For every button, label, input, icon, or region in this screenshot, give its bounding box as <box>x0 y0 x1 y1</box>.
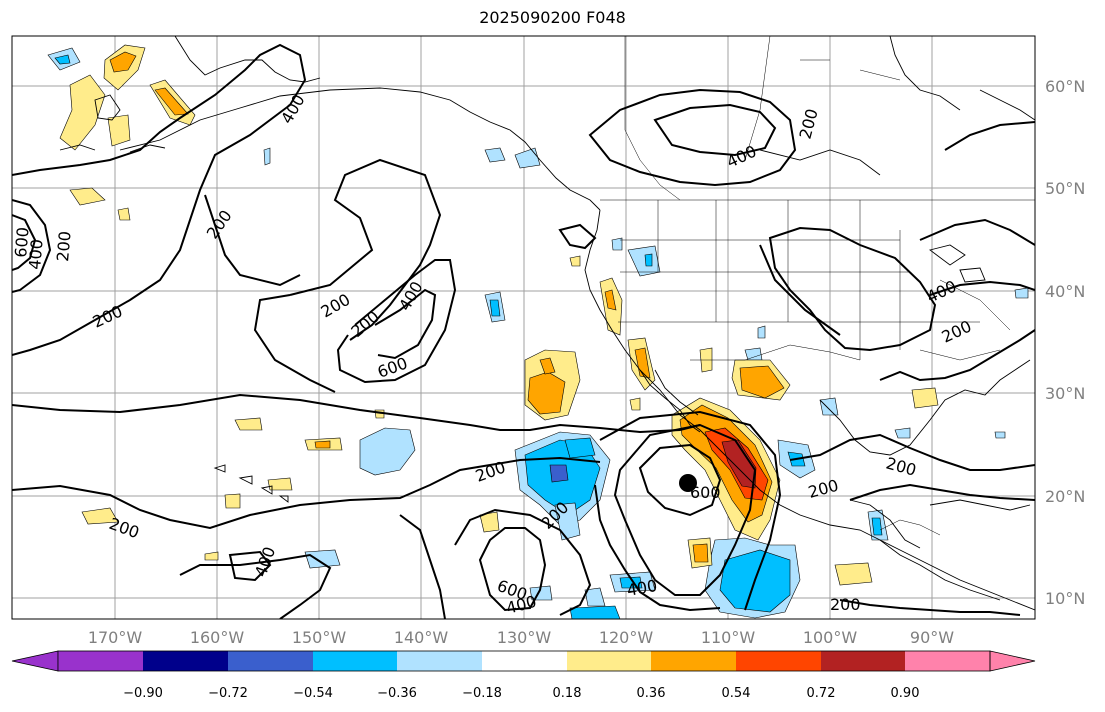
latitude-labels: 60°N 50°N 40°N 30°N 20°N 10°N <box>1045 77 1085 608</box>
contour-label: 400 <box>25 238 47 270</box>
colorbar-segment <box>482 651 567 671</box>
political-borders <box>600 36 1035 536</box>
colorbar-segment <box>228 651 313 671</box>
contour-label: 600 <box>690 483 721 502</box>
colorbar-tick-label: 0.54 <box>722 686 751 701</box>
colorbar-segment <box>567 651 651 671</box>
lat-label: 50°N <box>1045 179 1085 198</box>
colorbar-segment <box>397 651 482 671</box>
lon-label: 160°W <box>190 628 245 647</box>
lon-label: 150°W <box>292 628 347 647</box>
colorbar-extend-low <box>11 650 59 672</box>
colorbar-tick-label: −0.72 <box>208 686 248 701</box>
coastlines <box>59 36 1035 611</box>
colorbar-extend-high <box>989 650 1036 672</box>
contour-label: 600 <box>11 226 33 258</box>
colorbar-segment <box>143 651 228 671</box>
height-contours <box>12 43 1035 619</box>
colorbar-segment <box>651 651 736 671</box>
shaded-anomalies <box>47 44 1029 619</box>
colorbar-tick-label: −0.18 <box>462 686 502 701</box>
storm-center-marker <box>679 474 697 492</box>
colorbar-segment <box>736 651 821 671</box>
colorbar-tick-label: 0.36 <box>637 686 666 701</box>
colorbar: −0.90 −0.72 −0.54 −0.36 −0.18 0.18 0.36 … <box>11 650 1036 701</box>
colorbar-tick-label: 0.90 <box>891 686 920 701</box>
lon-label: 130°W <box>497 628 552 647</box>
colorbar-tick-label: −0.90 <box>123 686 163 701</box>
lat-label: 20°N <box>1045 487 1085 506</box>
lon-label: 120°W <box>599 628 654 647</box>
lon-label: 110°W <box>701 628 756 647</box>
lon-label: 170°W <box>88 628 143 647</box>
colorbar-tick-label: 0.72 <box>807 686 836 701</box>
contour-label: 200 <box>53 230 75 262</box>
map-frame <box>11 35 1036 620</box>
lon-label: 140°W <box>394 628 449 647</box>
colorbar-segment <box>821 651 905 671</box>
lon-label: 100°W <box>803 628 858 647</box>
colorbar-segment <box>313 651 397 671</box>
longitude-labels: 170°W 160°W 150°W 140°W 130°W 120°W 110°… <box>88 628 954 647</box>
colorbar-segment <box>905 651 990 671</box>
colorbar-tick-label: −0.36 <box>377 686 417 701</box>
colorbar-tick-label: 0.18 <box>553 686 582 701</box>
colorbar-tick-label: −0.54 <box>293 686 333 701</box>
lat-label: 10°N <box>1045 589 1085 608</box>
lon-label: 90°W <box>910 628 954 647</box>
map-title: 2025090200 F048 <box>479 8 626 27</box>
colorbar-segment <box>58 651 143 671</box>
lat-label: 40°N <box>1045 282 1085 301</box>
lat-label: 60°N <box>1045 77 1085 96</box>
contour-label: 200 <box>830 595 861 614</box>
gridlines <box>12 36 1035 619</box>
lat-label: 30°N <box>1045 384 1085 403</box>
